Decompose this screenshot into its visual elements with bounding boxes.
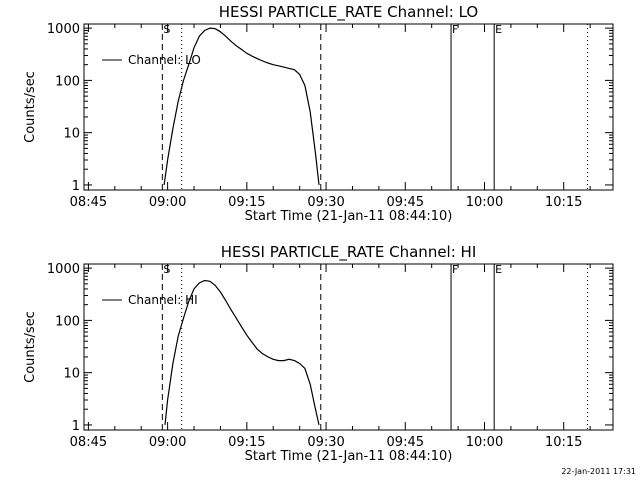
x-tick-label: 08:45	[70, 435, 107, 450]
plot-frame	[83, 263, 614, 431]
y-tick-label: 100	[55, 74, 80, 89]
x-axis-label: Start Time (21-Jan-11 08:44:10)	[245, 449, 453, 464]
plot-frame	[83, 23, 614, 191]
x-tick-label: 09:00	[149, 195, 186, 210]
x-tick-label: 08:45	[70, 195, 107, 210]
series-line	[164, 279, 320, 426]
x-tick-label: 10:15	[545, 195, 582, 210]
event-marker-label: F	[452, 23, 458, 36]
event-marker-label: F	[452, 263, 458, 276]
legend-label: Channel: HI	[128, 293, 198, 307]
x-tick-label: 09:15	[228, 435, 265, 450]
event-marker-label: S	[163, 263, 170, 276]
x-tick-label: 10:00	[466, 435, 503, 450]
y-axis-label: Counts/sec	[23, 71, 38, 143]
lo-channel-panel: HESSI PARTICLE_RATE Channel: LO 08:45 09:0…	[23, 3, 614, 224]
y-tick-label: 1000	[47, 22, 80, 37]
y-tick-label: 100	[55, 314, 80, 329]
x-tick-label: 09:45	[387, 195, 424, 210]
legend-label: Channel: LO	[128, 53, 201, 67]
x-tick-label: 10:15	[545, 435, 582, 450]
y-tick-label: 1	[72, 419, 80, 434]
event-marker-label: E	[495, 263, 502, 276]
chart-title: HESSI PARTICLE_RATE Channel: HI	[221, 243, 477, 262]
x-tick-label: 10:00	[466, 195, 503, 210]
event-marker-label: E	[495, 23, 502, 36]
x-tick-label: 09:15	[228, 195, 265, 210]
y-tick-label: 10	[63, 367, 80, 382]
x-tick-label: 09:30	[307, 195, 344, 210]
event-marker-label: S	[163, 23, 170, 36]
footer-timestamp: 22-Jan-2011 17:31	[561, 467, 636, 476]
x-tick-label: 09:45	[387, 435, 424, 450]
series-line	[163, 27, 320, 185]
y-axis-label: Counts/sec	[23, 311, 38, 383]
y-tick-label: 1	[72, 179, 80, 194]
x-tick-label: 09:30	[307, 435, 344, 450]
hi-channel-panel: HESSI PARTICLE_RATE Channel: HI 08:45 09:0…	[23, 243, 614, 464]
chart-title: HESSI PARTICLE_RATE Channel: LO	[219, 3, 478, 22]
y-tick-label: 1000	[47, 262, 80, 277]
y-tick-label: 10	[63, 127, 80, 142]
x-tick-label: 09:00	[149, 435, 186, 450]
x-axis-label: Start Time (21-Jan-11 08:44:10)	[245, 209, 453, 224]
